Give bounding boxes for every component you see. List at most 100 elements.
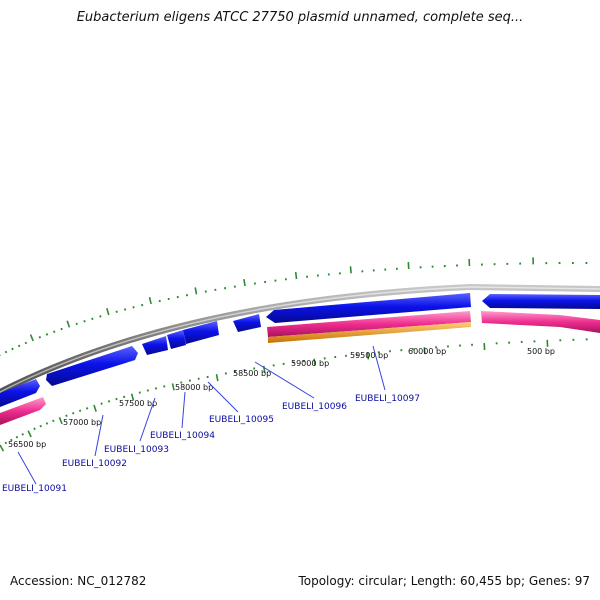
minor-tick [99,315,102,318]
major-tick [313,358,316,366]
gene-leaders [17,345,386,485]
major-tick [66,320,71,328]
gene-label[interactable]: EUBELI_10094 [150,431,215,441]
length-value: 60,455 bp [460,574,522,588]
major-tick [423,347,426,355]
reverse-genes [0,311,600,425]
genes-value: 97 [574,574,590,588]
minor-tick [91,317,94,321]
gene-label[interactable]: EUBELI_10095 [209,415,274,425]
minor-tick [75,322,78,326]
orange-feature[interactable] [268,322,471,343]
scale-label: 60000 bp [408,347,446,356]
minor-tick [21,433,24,436]
minor-tick [39,424,42,428]
gene-label[interactable]: EUBELI_10093 [104,445,169,455]
inner-tick-ring [0,338,588,452]
minor-tick [115,397,118,401]
major-tick [243,278,246,287]
minor-tick [83,320,86,323]
gene-arrow[interactable] [142,336,168,355]
gene-arrow[interactable] [482,294,600,309]
leader-line [139,397,156,442]
outer-tick-ring [0,257,588,356]
minor-tick [100,402,103,405]
minor-tick [60,327,63,331]
leader-line [94,414,104,457]
gene-arrow[interactable] [233,314,261,332]
scale-label: 58000 bp [175,383,213,392]
topology-label: Topology: [298,574,355,588]
minor-tick [115,310,118,313]
gene-arrow[interactable] [167,330,186,349]
minor-tick [33,427,36,431]
genes-label: Genes: [528,574,571,588]
major-tick [366,352,370,360]
minor-tick [53,330,56,333]
minor-tick [17,344,21,348]
minor-tick [78,409,82,413]
minor-tick [38,335,42,339]
major-tick [194,287,198,295]
minor-tick [15,435,19,439]
accession-info: Accession: NC_012782 [10,574,146,588]
major-tick [58,417,63,425]
major-tick [27,430,32,438]
scale-label: 59000 bp [291,359,329,368]
gene-arrow[interactable] [0,397,46,425]
gene-arrow[interactable] [266,293,471,323]
scale-label: 59500 bp [350,351,388,360]
minor-tick [45,333,49,336]
length-label: Length: [410,574,457,588]
major-tick [130,393,135,401]
scale-label: 56500 bp [8,440,46,449]
leader-line [17,451,37,485]
minor-tick [72,411,75,415]
major-tick [29,334,34,342]
major-tick [106,308,110,316]
major-tick [148,297,152,305]
gene-label[interactable]: EUBELI_10091 [2,484,67,494]
scale-label: 57500 bp [119,399,157,408]
minor-tick [45,422,49,425]
major-tick [294,271,298,280]
minor-tick [85,407,89,410]
map-summary: Topology: circular; Length: 60,455 bp; G… [298,574,590,588]
leader-line [372,345,386,391]
gene-arrow[interactable] [46,346,138,386]
minor-tick [11,347,14,351]
scale-label: 500 bp [527,347,555,356]
scale-label: 57000 bp [63,418,101,427]
major-tick [0,444,5,452]
minor-tick [4,350,8,354]
leader-line [181,391,186,429]
gene-label[interactable]: EUBELI_10092 [62,459,127,469]
forward-genes [0,293,600,407]
scale-label: 58500 bp [233,369,271,378]
minor-tick [122,395,126,399]
gene-arrow[interactable] [267,311,471,337]
major-tick [215,374,219,382]
gene-arrow[interactable] [481,311,600,333]
major-tick [349,266,352,274]
map-title: Eubacterium eligens ATCC 27750 plasmid u… [76,10,524,25]
backbone-track-inner [0,286,600,393]
gene-label[interactable]: EUBELI_10096 [282,402,347,412]
minor-tick [52,419,55,423]
major-tick [171,383,175,391]
leader-line [254,361,315,399]
accession-value: NC_012782 [77,574,147,588]
minor-tick [24,341,28,345]
minor-tick [4,441,8,445]
leader-line [207,381,239,413]
gene-arrow[interactable] [0,379,40,407]
gene-arrow[interactable] [183,321,219,344]
gene-label[interactable]: EUBELI_10097 [355,394,420,404]
minor-tick [65,414,68,417]
minor-tick [123,308,127,311]
minor-tick [10,438,13,442]
gene-labels: EUBELI_10091 EUBELI_10092 EUBELI_10093 E… [2,394,420,494]
accession-label: Accession: [10,574,74,588]
